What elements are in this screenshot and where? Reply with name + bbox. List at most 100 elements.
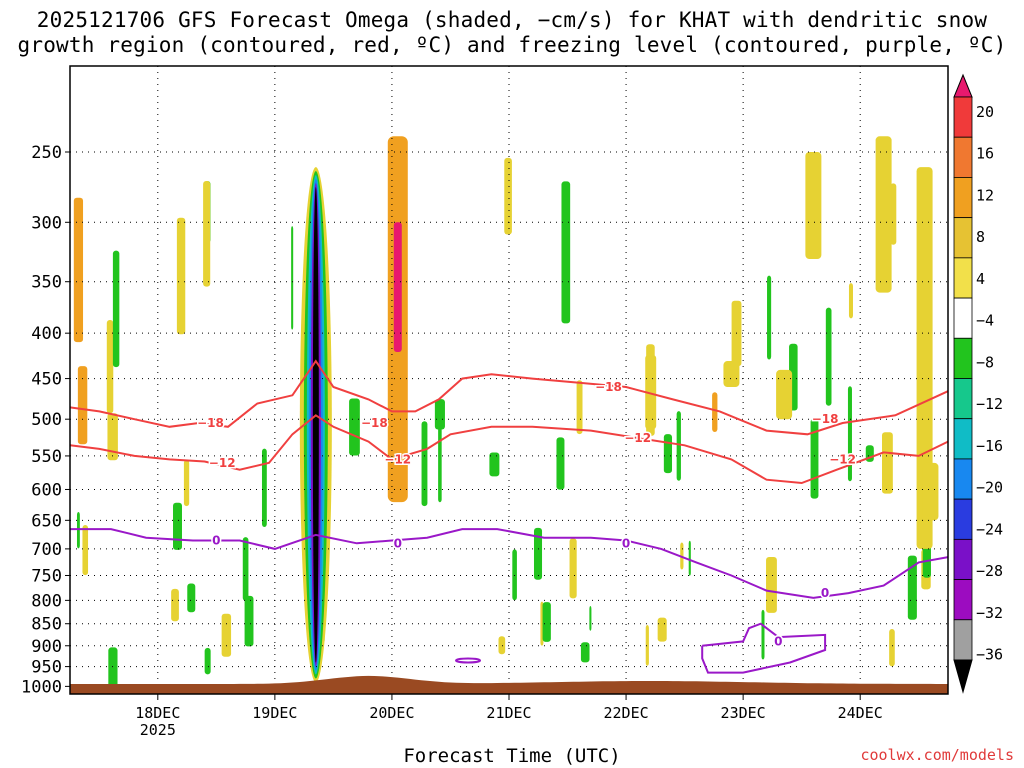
colorbar-label: −28 (976, 562, 1003, 580)
y-tick-label: 550 (31, 447, 62, 467)
colorbar-swatch (953, 538, 973, 580)
omega-shade-blob (438, 426, 442, 503)
y-tick-label: 450 (31, 370, 62, 390)
omega-shade-blob (82, 524, 89, 576)
omega-shade-blob (657, 617, 667, 642)
colorbar-swatch (953, 136, 973, 178)
colorbar-label: −16 (976, 437, 1003, 455)
omega-shade-blob (112, 250, 120, 368)
x-tick-label: 23DEC (721, 704, 766, 722)
colorbar-label: 8 (976, 228, 985, 246)
freezing-level-label: 0 (212, 534, 220, 548)
omega-shade-blob (73, 197, 84, 343)
descent-shade-core (393, 222, 402, 352)
freezing-level-label: 0 (774, 634, 782, 648)
y-tick-label: 600 (31, 480, 62, 500)
omega-shade-blob (589, 606, 592, 631)
colorbar-swatch (953, 297, 973, 339)
omega-shade-blob (882, 432, 893, 494)
omega-shade-blob (688, 540, 691, 576)
colorbar-swatch (953, 217, 973, 259)
x-axis-title: Forecast Time (UTC) (403, 745, 621, 767)
omega-shade-blob (434, 399, 445, 430)
colorbar-top-arrow (953, 73, 973, 98)
omega-shade-blob (580, 642, 590, 663)
colorbar-swatch (953, 378, 973, 420)
colorbar-label: −32 (976, 604, 1003, 622)
omega-shade-blob (890, 183, 897, 245)
omega-shade-blob (77, 366, 88, 445)
freezing-level-closed-contour (701, 622, 827, 674)
freezing-level-label: 0 (622, 536, 630, 550)
omega-shade-blob (221, 613, 232, 657)
omega-shade-blob (489, 452, 500, 477)
y-tick-label: 300 (31, 213, 62, 233)
colorbar-swatch (953, 579, 973, 621)
colorbar-swatch (953, 257, 973, 299)
omega-shade-blob (922, 462, 939, 521)
colorbar-label: −8 (976, 353, 994, 371)
omega-shade-blob (107, 413, 118, 461)
omega-shade-blob (76, 511, 80, 549)
colorbar-label: −20 (976, 479, 1003, 497)
omega-shade-blob (561, 181, 571, 324)
freezing-level-blip (455, 657, 482, 664)
x-year-label: 2025 (140, 721, 176, 739)
omega-shade-blob (646, 344, 655, 436)
colorbar-swatch (953, 96, 973, 138)
omega-shade-blob (244, 595, 254, 647)
y-tick-label: 400 (31, 324, 62, 344)
colorbar-label: −36 (976, 646, 1003, 664)
contour-label-minus12: −12 (829, 452, 856, 466)
omega-shade-blob (504, 157, 512, 235)
omega-shade-blob (108, 647, 118, 691)
omega-shade-blob (542, 602, 551, 642)
omega-shade-blob (261, 448, 267, 528)
y-tick-label: 800 (31, 591, 62, 611)
omega-shade-blob (106, 319, 114, 414)
colorbar-label: 20 (976, 103, 994, 121)
omega-shade-blob (723, 361, 740, 388)
contour-label-minus18: −18 (197, 416, 224, 430)
colorbar-swatch (953, 498, 973, 540)
y-tick-label: 700 (31, 540, 62, 560)
chart-title-line2: growth region (contoured, red, ºC) and f… (17, 33, 1007, 57)
colorbar-label: −24 (976, 520, 1003, 538)
y-tick-label: 950 (31, 658, 62, 678)
omega-shade-blob (676, 411, 681, 481)
x-tick-label: 19DEC (252, 704, 297, 722)
omega-shade-blob (761, 609, 765, 660)
contour-label-minus12: −12 (624, 431, 651, 445)
contour-label-minus18: −18 (595, 380, 622, 394)
colorbar-label: −4 (976, 312, 994, 330)
x-tick-label: 20DEC (369, 704, 414, 722)
contour-label-minus12: −12 (209, 456, 236, 470)
colorbar-swatch (953, 458, 973, 500)
omega-shade-blob (825, 307, 832, 406)
colorbar-label: 16 (976, 145, 994, 163)
omega-shade-blob (848, 283, 853, 319)
omega-shade-blob (847, 386, 852, 482)
x-tick-label: 21DEC (486, 704, 531, 722)
y-tick-label: 850 (31, 615, 62, 635)
site-credit[interactable]: coolwx.com/models (860, 746, 1014, 764)
y-tick-label: 750 (31, 566, 62, 586)
omega-shade-blob (242, 537, 249, 601)
omega-shade-blob (889, 629, 895, 667)
contour-minus12 (69, 414, 949, 485)
x-tick-label: 24DEC (838, 704, 883, 722)
y-tick-label: 350 (31, 273, 62, 293)
x-tick-label: 22DEC (603, 704, 648, 722)
terrain-ground (70, 675, 948, 694)
colorbar-swatch (953, 337, 973, 379)
y-tick-label: 250 (31, 143, 62, 163)
omega-shade-blob (176, 217, 186, 335)
omega-shade-blob (349, 398, 360, 456)
strong-omega-column (312, 187, 319, 663)
freezing-level-label: 0 (821, 586, 829, 600)
omega-shade-blob (907, 555, 917, 620)
omega-shade-blob (533, 527, 543, 580)
colorbar-bottom-arrow (953, 659, 973, 694)
contour-label-minus18: −18 (361, 416, 388, 430)
